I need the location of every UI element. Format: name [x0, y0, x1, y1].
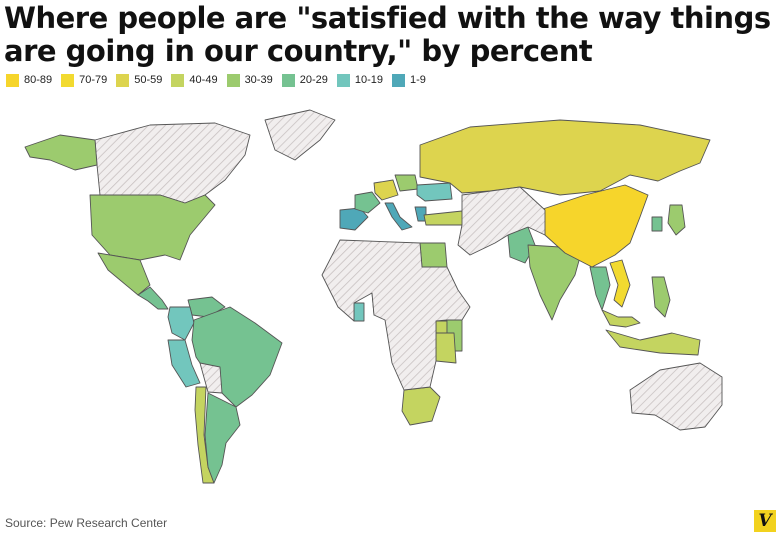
vox-logo: V [754, 510, 776, 532]
map-region-ghana [353, 302, 365, 322]
legend-item: 40-49 [171, 73, 218, 87]
map-region-philippines [651, 276, 671, 318]
legend-label: 20-29 [299, 74, 328, 86]
map-region-uganda [435, 320, 448, 334]
legend-item: 30-39 [226, 73, 273, 87]
world-map [24, 109, 723, 484]
map-region-indonesia [605, 329, 701, 356]
map-region-poland [394, 174, 419, 192]
map-region-united-states [89, 194, 216, 261]
map-region-south-africa [401, 386, 441, 426]
legend-label: 70-79 [79, 74, 108, 86]
map-region-france [354, 191, 381, 214]
map-region-peru [167, 339, 201, 388]
map-region-vietnam [609, 259, 631, 308]
map-region-colombia [167, 306, 195, 341]
map-region-egypt [419, 242, 448, 268]
map-region-alaska [24, 134, 98, 171]
legend-label: 1-9 [409, 74, 426, 86]
map-region-italy [384, 202, 413, 231]
legend-item: 50-59 [116, 73, 163, 87]
legend-swatch [6, 73, 19, 87]
map-region-turkey [423, 210, 465, 226]
legend-item: 70-79 [61, 73, 108, 87]
legend-item: 20-29 [281, 73, 328, 87]
map-region-central-america [137, 286, 169, 310]
map-region-russia [419, 119, 711, 196]
map-region-bolivia [199, 362, 223, 394]
legend-item: 10-19 [336, 73, 383, 87]
legend-swatch [226, 73, 240, 87]
legend-label: 10-19 [354, 74, 383, 86]
source-note: Source: Pew Research Center [5, 516, 168, 530]
map-region-japan [667, 204, 686, 236]
legend-swatch [61, 73, 75, 87]
legend-swatch [281, 73, 295, 87]
legend-swatch [171, 73, 185, 87]
map-region-china [539, 184, 649, 268]
map-region-middle-east-central-asia [457, 186, 546, 256]
legend-item: 80-89 [6, 73, 53, 87]
map-region-germany [373, 179, 399, 201]
legend-label: 80-89 [24, 74, 53, 86]
map-region-australia [629, 362, 723, 431]
map-region-ukraine [416, 182, 453, 202]
map-region-greenland [264, 109, 336, 161]
legend-swatch [391, 73, 405, 87]
legend-swatch [336, 73, 350, 87]
legend-label: 50-59 [134, 74, 163, 86]
map-region-korea [651, 216, 663, 232]
map-region-tanzania [435, 332, 457, 364]
map-region-thailand [589, 266, 611, 311]
legend-label: 40-49 [189, 74, 218, 86]
legend-swatch [116, 73, 130, 87]
map-region-africa-other [321, 239, 471, 391]
map-region-malaysia [601, 309, 641, 328]
legend: 80-89 70-79 50-59 40-49 30-39 20-29 10-19 1-9 [6, 73, 435, 87]
legend-label: 30-39 [244, 74, 273, 86]
legend-item: 1-9 [391, 73, 426, 87]
map-region-argentina [204, 392, 241, 484]
map-title: Where people are "satisfied with the way… [4, 1, 771, 68]
map-region-canada [94, 122, 251, 204]
